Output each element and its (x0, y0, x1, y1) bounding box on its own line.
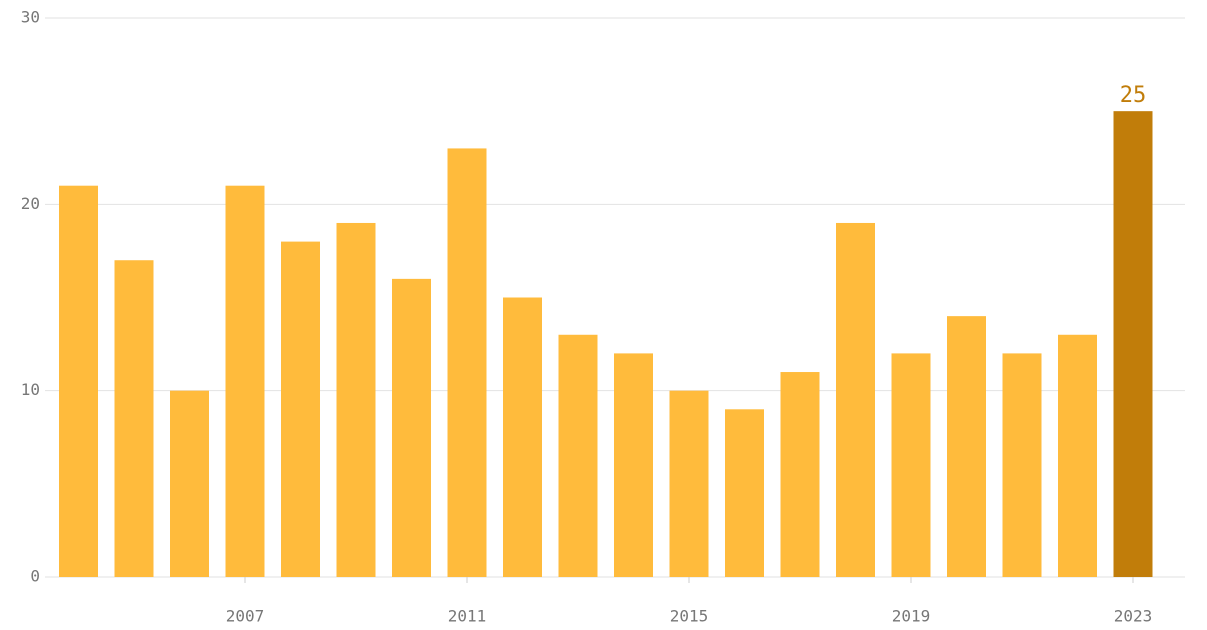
x-tick-label: 2007 (226, 607, 265, 626)
bar (336, 222, 376, 577)
bar (503, 297, 542, 577)
bar (891, 353, 931, 577)
bar (1002, 353, 1042, 577)
x-tick-label: 2011 (448, 607, 487, 626)
bar (1113, 111, 1153, 578)
bar (281, 241, 320, 577)
y-tick-label: 20 (21, 194, 40, 213)
bar (780, 372, 820, 577)
x-tick-label: 2023 (1114, 607, 1153, 626)
bar (170, 390, 209, 577)
bar (725, 409, 764, 577)
bar (225, 185, 265, 577)
y-tick-label: 10 (21, 380, 40, 399)
y-tick-label: 0 (30, 567, 40, 586)
value-label: 25 (1120, 83, 1147, 108)
bar (114, 260, 154, 577)
bar (836, 222, 875, 577)
x-tick-label: 2019 (892, 607, 931, 626)
bar (1058, 334, 1097, 577)
bar (392, 278, 431, 577)
bar (447, 148, 487, 577)
bar (947, 316, 986, 577)
x-tick-label: 2015 (670, 607, 709, 626)
bar (558, 334, 598, 577)
bar (59, 185, 98, 577)
bar (614, 353, 653, 577)
bar (669, 390, 709, 577)
y-tick-label: 30 (21, 8, 40, 27)
